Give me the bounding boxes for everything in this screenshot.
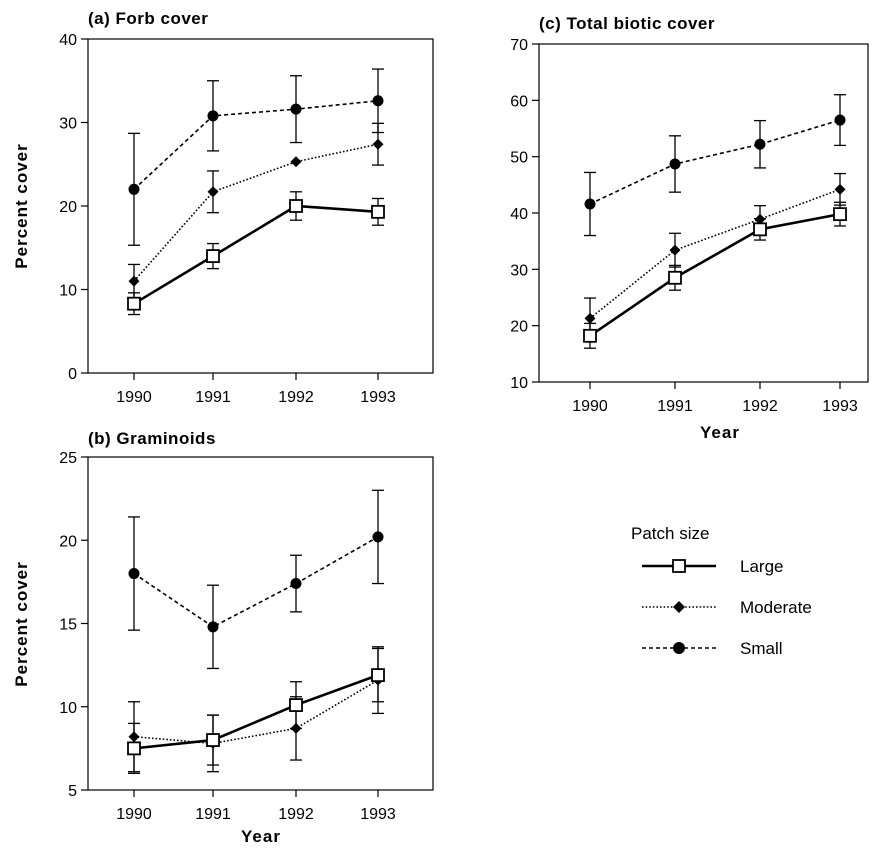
x-tick-label: 1991 xyxy=(657,398,693,415)
series-line-large xyxy=(589,212,841,337)
y-tick-label: 50 xyxy=(510,150,528,167)
x-tick-label: 1993 xyxy=(822,398,858,415)
x-tick-label: 1991 xyxy=(195,806,231,823)
panel-title-forb-cover: (a) Forb cover xyxy=(88,9,208,28)
data-point-moderate xyxy=(128,275,140,287)
legend-label-moderate: Moderate xyxy=(740,598,812,617)
data-point-large xyxy=(289,199,303,213)
data-point-large xyxy=(371,204,385,219)
x-tick-label: 1990 xyxy=(572,398,608,415)
legend-diamond-marker xyxy=(673,601,685,613)
data-point-small xyxy=(584,198,596,210)
series-line-small xyxy=(589,119,841,205)
data-point-moderate xyxy=(290,722,302,734)
y-tick-label: 10 xyxy=(59,700,77,717)
data-point-small xyxy=(372,531,384,543)
data-point-moderate xyxy=(290,156,302,168)
plot-area-graminoids: 5 10 15 20 25 1990 1991 1992 1993 xyxy=(59,450,396,823)
panel-total-biotic-cover: (c) Total biotic cover Year 10 20 30 40 50 60… xyxy=(510,14,869,442)
data-point-small xyxy=(290,103,302,115)
y-tick-label: 10 xyxy=(59,283,77,300)
x-tick-label: 1993 xyxy=(360,389,396,406)
data-point-large xyxy=(289,698,303,712)
data-point-small xyxy=(754,138,766,150)
series-line-large xyxy=(133,673,379,750)
data-point-large xyxy=(206,249,220,264)
y-tick-label: 15 xyxy=(59,617,77,634)
series-line-small xyxy=(133,536,379,628)
data-point-large xyxy=(371,668,385,683)
data-point-large xyxy=(127,741,141,756)
y-tick-label: 20 xyxy=(59,533,77,550)
panel-title-total-biotic-cover: (c) Total biotic cover xyxy=(539,14,715,33)
y-tick-label: 30 xyxy=(59,116,77,133)
x-tick-label: 1991 xyxy=(195,389,231,406)
data-point-moderate xyxy=(754,213,766,225)
legend-item-moderate: Moderate xyxy=(642,598,812,617)
y-tick-label: 40 xyxy=(510,206,528,223)
data-point-small xyxy=(128,568,140,580)
y-tick-label: 30 xyxy=(510,262,528,279)
y-tick-label: 20 xyxy=(59,199,77,216)
data-point-small xyxy=(669,158,681,170)
legend-circle-marker xyxy=(673,642,685,654)
data-point-large xyxy=(127,296,141,311)
data-point-moderate xyxy=(372,138,384,150)
series-line-large xyxy=(133,204,379,305)
y-tick-label: 10 xyxy=(510,375,528,392)
x-tick-label: 1992 xyxy=(278,389,314,406)
panel-graminoids: (b) Graminoids Percent cover Year 5 10 15 2… xyxy=(12,429,434,846)
series-line-moderate xyxy=(589,188,841,319)
plot-area-total-biotic-cover: 10 20 30 40 50 60 70 1990 1991 1992 1993 xyxy=(510,37,858,415)
x-tick-label: 1992 xyxy=(742,398,778,415)
data-point-small xyxy=(128,183,140,195)
series-line-moderate xyxy=(133,143,379,282)
y-axis-label-forb-cover: Percent cover xyxy=(12,143,31,268)
data-point-small xyxy=(372,95,384,107)
data-point-moderate xyxy=(128,731,140,743)
y-tick-label: 25 xyxy=(59,450,77,467)
x-tick-label: 1993 xyxy=(360,806,396,823)
legend-square-marker xyxy=(672,559,686,573)
data-point-large xyxy=(206,733,220,747)
y-tick-label: 5 xyxy=(68,783,77,800)
legend: Patch size Large Moderate Small xyxy=(631,524,812,658)
y-tick-label: 0 xyxy=(68,366,77,383)
data-point-small xyxy=(207,621,219,633)
series-line-moderate xyxy=(133,679,379,745)
x-tick-label: 1992 xyxy=(278,806,314,823)
data-point-small xyxy=(834,114,846,126)
y-tick-label: 20 xyxy=(510,319,528,336)
x-axis-label-total-biotic-cover: Year xyxy=(700,423,740,442)
data-point-moderate xyxy=(834,183,846,195)
y-tick-label: 70 xyxy=(510,37,528,54)
data-point-moderate xyxy=(207,186,219,198)
series-line-small xyxy=(133,99,379,190)
x-tick-label: 1990 xyxy=(116,806,152,823)
legend-title: Patch size xyxy=(631,524,709,543)
data-point-large xyxy=(583,328,597,343)
data-point-small xyxy=(207,110,219,122)
x-tick-label: 1990 xyxy=(116,389,152,406)
x-axis-label-graminoids: Year xyxy=(241,827,281,846)
plot-frame-graminoids xyxy=(87,456,434,791)
legend-label-large: Large xyxy=(740,557,783,576)
y-tick-label: 40 xyxy=(59,32,77,49)
y-axis-label-graminoids: Percent cover xyxy=(12,561,31,686)
legend-item-small: Small xyxy=(642,639,783,658)
panel-forb-cover: (a) Forb cover Percent cover 0 10 20 30 40 19… xyxy=(12,9,434,406)
legend-label-small: Small xyxy=(740,639,783,658)
data-point-moderate xyxy=(584,312,596,324)
data-point-small xyxy=(290,578,302,590)
panel-title-graminoids: (b) Graminoids xyxy=(88,429,216,448)
plot-area-forb-cover: 0 10 20 30 40 1990 1991 1992 1993 xyxy=(59,32,396,406)
data-point-large xyxy=(833,207,847,222)
data-point-moderate xyxy=(669,244,681,256)
legend-item-large: Large xyxy=(642,557,783,576)
y-tick-label: 60 xyxy=(510,93,528,110)
data-point-large xyxy=(753,222,767,237)
data-point-large xyxy=(668,270,682,285)
